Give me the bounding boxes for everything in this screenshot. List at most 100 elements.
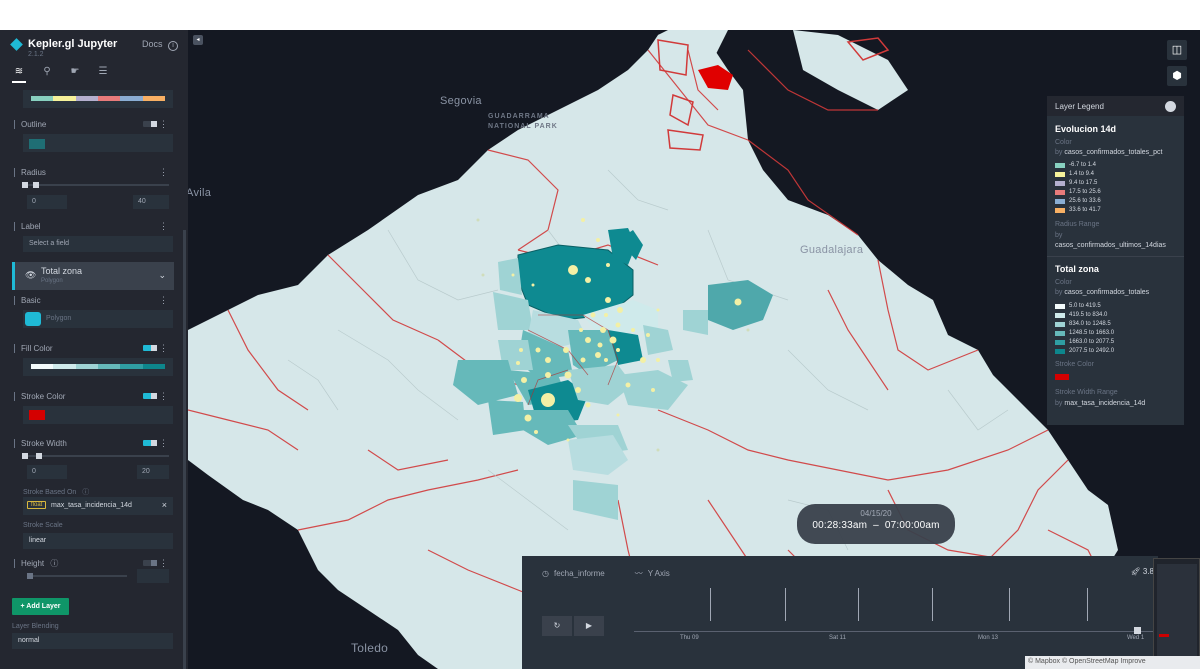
palette-swatch [120, 364, 143, 369]
stroke-scale-select[interactable]: linear [23, 533, 173, 549]
collapse-panel-icon[interactable]: ◂ [193, 35, 203, 45]
layer-name[interactable]: Total zona [41, 266, 83, 276]
legend-item: 1.4 to 9.4 [1055, 171, 1094, 177]
field-type-badge: float [27, 501, 47, 509]
timeline-bar [1087, 588, 1088, 621]
legend-item: 1248.5 to 1663.0 [1055, 330, 1114, 336]
stroke-field-select[interactable]: float max_tasa_incidencia_14d × [23, 497, 173, 515]
radius-max-input[interactable]: 40 [133, 195, 169, 209]
height-slider-track[interactable] [27, 575, 127, 577]
outline-toggle[interactable] [143, 121, 157, 127]
stroke-color-field[interactable] [23, 406, 173, 424]
info-icon: i [168, 41, 178, 51]
play-button[interactable]: ▶ [574, 616, 604, 636]
split-map-icon[interactable]: ◫ [1167, 40, 1187, 60]
stroke-based-on-text: Stroke Based On [23, 489, 77, 496]
tab-map-settings-icon[interactable]: ☰ [98, 66, 108, 77]
legend-layer1-radius-by: by [1055, 232, 1063, 239]
reset-button[interactable]: ↻ [542, 616, 572, 636]
stroke-color-menu-icon[interactable]: ⋮ [159, 391, 168, 401]
legend-swatch [1055, 180, 1065, 186]
radius-min-input[interactable]: 0 [27, 195, 67, 209]
palette-swatch [53, 364, 76, 369]
stroke-width-menu-icon[interactable]: ⋮ [159, 438, 168, 448]
city-label-guadalajara: Guadalajara [800, 244, 864, 256]
layer-blending-select[interactable]: normal [12, 633, 173, 649]
docs-link[interactable]: Docs i [142, 39, 178, 51]
tab-layers-icon[interactable]: ≋ [12, 66, 26, 83]
time-field-select[interactable]: ◷ fecha_informe [542, 569, 605, 578]
stroke-width-max-input[interactable]: 20 [137, 465, 169, 479]
side-panel-scrollbar[interactable] [182, 90, 188, 669]
app-title: Kepler.gl Jupyter [28, 38, 118, 50]
time-playback-widget: ◷ fecha_informe 〰 Y Axis 🚀︎ 3.8x ↻ ▶ Thu 0… [522, 556, 1158, 669]
legend-item: 2077.5 to 2492.0 [1055, 348, 1114, 354]
stroke-width-slider-max-handle[interactable] [36, 453, 42, 459]
legend-swatch [1055, 330, 1065, 336]
timeline-axis[interactable] [634, 631, 1158, 632]
map-attribution[interactable]: © Mapbox © OpenStreetMap Improve [1025, 656, 1200, 669]
timeline-handle[interactable] [1134, 627, 1141, 634]
chevron-down-icon[interactable]: ⌄ [158, 270, 166, 280]
timeline-bar [785, 588, 786, 621]
legend-layer1-field: casos_confirmados_totales_pct [1064, 149, 1163, 156]
city-label-park: GUADARRAMA NATIONAL PARK [488, 113, 558, 130]
outline-menu-icon[interactable]: ⋮ [159, 119, 168, 129]
outline-color-field[interactable] [23, 134, 173, 152]
layer-blending-label: Layer Blending [12, 623, 59, 630]
3d-map-icon[interactable]: ⬢ [1167, 66, 1187, 86]
city-label-avila: Avila [186, 187, 212, 199]
time-end: 07:00:00am [884, 520, 940, 531]
layer-visibility-icon[interactable]: 👁 [25, 270, 37, 280]
stroke-width-slider-min-handle[interactable] [22, 453, 28, 459]
height-toggle[interactable] [143, 560, 157, 566]
height-menu-icon[interactable]: ⋮ [159, 558, 168, 568]
label-menu-icon[interactable]: ⋮ [159, 221, 168, 231]
height-slider-handle[interactable] [27, 573, 33, 579]
layer-header-total-zona[interactable]: 👁 Total zona Polygon ⌄ [12, 262, 174, 290]
legend-item-label: 5.0 to 419.5 [1069, 303, 1101, 309]
legend-swatch [1055, 321, 1065, 327]
color-range-selector[interactable] [23, 90, 173, 108]
fill-color-menu-icon[interactable]: ⋮ [159, 343, 168, 353]
legend-by-word: by [1055, 149, 1063, 156]
outline-label: Outline [14, 120, 46, 129]
thumbnail-swatch [1159, 634, 1169, 637]
clear-field-icon[interactable]: × [161, 500, 167, 510]
layer-config-scroll[interactable]: Outline ⋮ Radius ⋮ 0 40 Label ⋮ Select a… [0, 90, 182, 669]
radius-menu-icon[interactable]: ⋮ [159, 167, 168, 177]
legend-layer2-color-label: Color [1055, 279, 1072, 286]
fill-color-range-selector[interactable] [23, 358, 173, 376]
legend-layer1-radius-field-wrap: casos_confirmados_ultimos_14dias [1055, 242, 1166, 249]
stroke-width-toggle[interactable] [143, 440, 157, 446]
palette-swatch [75, 364, 98, 369]
speed-control[interactable]: 🚀︎ 3.8x [1130, 567, 1158, 576]
radius-slider-min-handle[interactable] [22, 182, 28, 188]
stroke-width-min-input[interactable]: 0 [27, 465, 67, 479]
legend-toggle-icon[interactable] [1165, 101, 1176, 112]
stroke-scale-label: Stroke Scale [23, 522, 63, 529]
app-version: 2.1.2 [28, 51, 44, 58]
legend-item: -6.7 to 1.4 [1055, 162, 1096, 168]
tab-filter-icon[interactable]: ⚲ [43, 66, 51, 77]
palette-swatch [75, 96, 98, 101]
stroke-color-toggle[interactable] [143, 393, 157, 399]
label-field-select[interactable]: Select a field [23, 236, 173, 252]
basic-menu-icon[interactable]: ⋮ [159, 295, 168, 305]
radius-slider-track[interactable] [23, 184, 169, 186]
palette-swatch [142, 364, 165, 369]
stroke-width-slider-track[interactable] [23, 455, 169, 457]
layer-type-select[interactable]: Polygon [23, 310, 173, 328]
add-layer-button[interactable]: + Add Layer [12, 598, 69, 615]
radius-slider-max-handle[interactable] [33, 182, 39, 188]
legend-swatch [1055, 189, 1065, 195]
legend-layer1-radius-label: Radius Range [1055, 221, 1100, 228]
fill-color-toggle[interactable] [143, 345, 157, 351]
y-axis-select[interactable]: 〰 Y Axis [635, 568, 670, 579]
legend-swatch [1055, 198, 1065, 204]
legend-item-label: 25.6 to 33.6 [1069, 198, 1101, 204]
scrollbar-thumb[interactable] [183, 230, 186, 669]
height-input[interactable] [137, 569, 169, 583]
timeline-x-label: Thu 09 [680, 635, 699, 641]
tab-interaction-icon[interactable]: ☛ [70, 66, 80, 77]
